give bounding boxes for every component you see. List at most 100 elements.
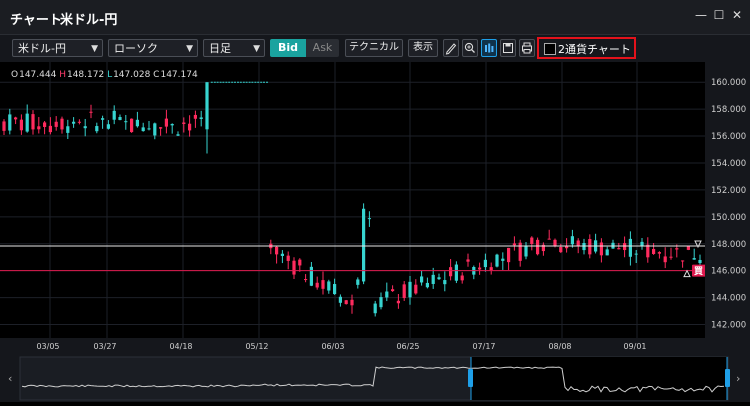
chart-type-select[interactable]: ローソク ▼ [108, 39, 198, 57]
range-navigator[interactable] [0, 355, 750, 402]
candle-body [588, 239, 592, 255]
candle-body [431, 274, 435, 284]
open-key: O [11, 70, 19, 80]
candle-body [628, 238, 632, 257]
chevron-down-icon: ▼ [253, 44, 260, 54]
candle-body [507, 247, 511, 263]
candle-body [292, 260, 296, 275]
candle-body [280, 253, 284, 256]
zoom-button[interactable] [462, 39, 478, 57]
candle-body [547, 238, 551, 240]
chart-grid [0, 62, 705, 338]
window-title: チャート [10, 13, 62, 28]
candle-body [454, 264, 458, 281]
printer-icon [522, 42, 532, 54]
high-key: H [59, 70, 66, 80]
ask-triangle-icon [683, 269, 691, 278]
two-currency-checkbox[interactable] [544, 43, 556, 55]
candle-body [159, 127, 163, 129]
candle-body [466, 259, 470, 262]
currency-pair-select[interactable]: 米ドル-円 ▼ [12, 39, 103, 57]
candle-body [193, 114, 197, 119]
candle-body [530, 237, 534, 244]
technical-button[interactable]: テクニカル [345, 39, 403, 57]
candle-body [54, 121, 58, 127]
candle-body [170, 124, 174, 126]
candle-body [141, 127, 145, 132]
ohlc-readout: O147.444 H148.172 L147.028 C147.174 [11, 70, 198, 80]
candle-body [66, 126, 70, 133]
two-currency-chart-toggle[interactable]: 2通貨チャート [537, 37, 636, 59]
crosshair-button[interactable] [481, 39, 497, 57]
candle-body [501, 258, 505, 261]
candle-body [298, 259, 302, 266]
candle-body [43, 122, 47, 127]
date-axis: 03/05 03/27 04/18 05/12 06/03 06/25 07/17 08/08… [0, 338, 750, 355]
candle-body [379, 297, 383, 308]
candle-body [425, 282, 429, 288]
close-value: 147.174 [160, 70, 198, 80]
minimize-icon[interactable]: — [695, 8, 707, 22]
candle-body [72, 121, 76, 124]
two-currency-label: 2通貨チャート [558, 43, 631, 56]
candle-body [356, 279, 360, 285]
chart-area[interactable]: 147.835買 146.000 160.000158.000156.00015… [0, 62, 750, 338]
candle-body [681, 260, 685, 262]
candle-body [617, 248, 621, 250]
candle-body [396, 300, 400, 304]
candle-body [518, 242, 522, 261]
range-navigator-chart[interactable] [0, 355, 750, 402]
ask-toggle[interactable]: Ask [306, 39, 339, 57]
save-button[interactable] [500, 39, 516, 57]
period-value: 日足 [209, 42, 231, 55]
candle-body [176, 134, 180, 136]
date-tick-label: 03/27 [93, 342, 116, 351]
candle-body [373, 303, 377, 314]
print-button[interactable] [519, 39, 535, 57]
candle-body [495, 254, 499, 267]
period-select[interactable]: 日足 ▼ [203, 39, 265, 57]
price-tick-label: 144.000 [711, 294, 746, 304]
close-key: C [153, 70, 160, 80]
candle-body [112, 110, 116, 120]
candle-body [489, 267, 493, 271]
candle-body [153, 123, 157, 136]
price-tick-label: 146.000 [711, 267, 746, 277]
candle-body [483, 259, 487, 268]
candle-body [536, 239, 540, 255]
date-tick-label: 07/17 [472, 342, 495, 351]
candle-body [449, 267, 453, 277]
candle-body [640, 241, 644, 247]
candle-body [437, 277, 441, 280]
candle-body [385, 291, 389, 298]
date-tick-label: 08/08 [548, 342, 571, 351]
candle-body [106, 124, 110, 129]
candle-body [275, 246, 279, 255]
zoom-in-icon [464, 42, 475, 53]
navigator-left-arrow-icon[interactable]: ‹ [8, 372, 13, 385]
candle-body [124, 121, 128, 123]
display-button[interactable]: 表示 [408, 39, 438, 57]
price-tick-label: 154.000 [711, 159, 746, 169]
candle-body [420, 276, 424, 283]
candle-body [48, 125, 52, 133]
low-key: L [107, 70, 113, 80]
candlestick-chart[interactable]: 147.835買 146.000 160.000158.000156.00015… [0, 62, 750, 338]
candle-body [83, 126, 87, 129]
price-tick-label: 158.000 [711, 105, 746, 115]
maximize-icon[interactable]: ☐ [713, 8, 725, 22]
navigator-right-arrow-icon[interactable]: › [736, 372, 741, 385]
date-tick-label: 03/05 [36, 342, 59, 351]
candle-body [570, 236, 574, 245]
candle-body [478, 267, 482, 270]
close-icon[interactable]: ✕ [731, 8, 743, 22]
candle-body [286, 255, 290, 261]
draw-tool-button[interactable] [443, 39, 459, 57]
candle-body [8, 114, 12, 131]
candle-body [14, 117, 18, 120]
candle-body [37, 126, 41, 130]
bid-toggle[interactable]: Bid [270, 39, 306, 57]
candle-body [605, 249, 609, 256]
price-axis-bg [705, 62, 750, 338]
